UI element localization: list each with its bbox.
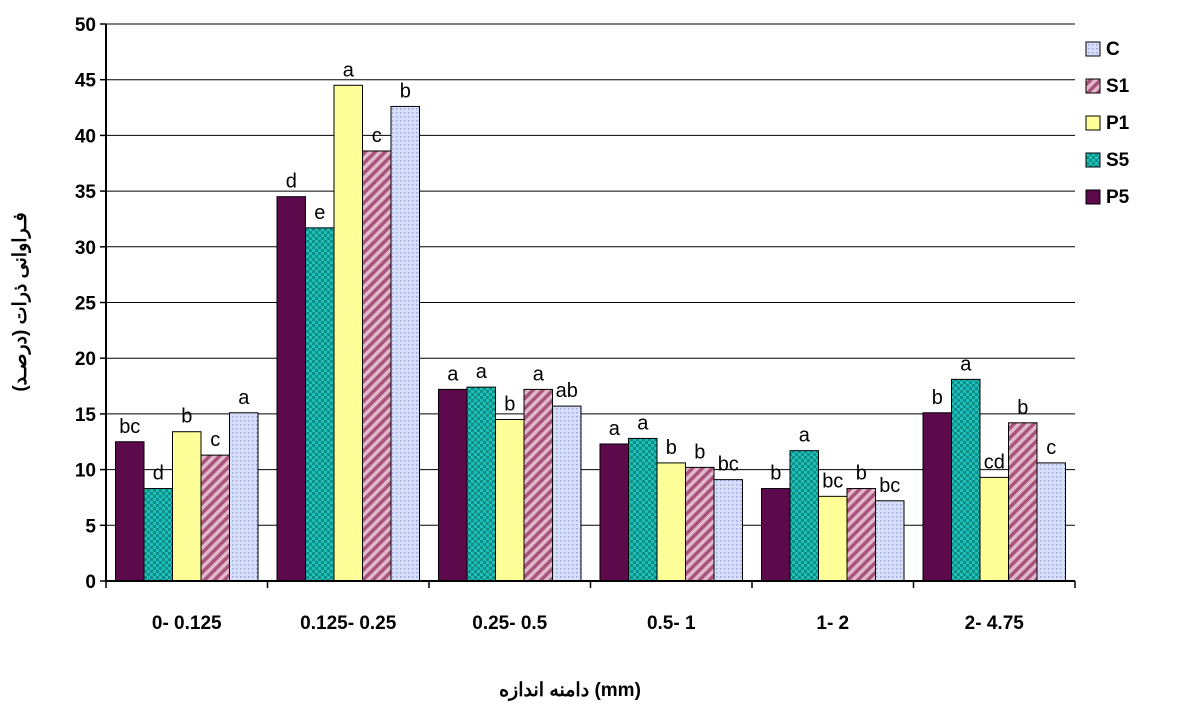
bar-s1 bbox=[1008, 422, 1038, 582]
y-tick-label: 35 bbox=[75, 182, 97, 203]
bar-significance-label: a bbox=[609, 418, 621, 440]
bar-significance-label: d bbox=[286, 171, 297, 193]
legend-label-c: C bbox=[1106, 39, 1120, 60]
bar-significance-label: bc bbox=[119, 416, 140, 438]
bar-significance-label: c bbox=[372, 125, 382, 147]
bar-significance-label: bc bbox=[879, 475, 900, 497]
bar-significance-label: c bbox=[210, 429, 220, 451]
bar-s5 bbox=[789, 450, 819, 582]
bar-c bbox=[1036, 462, 1066, 582]
bar-significance-label: bc bbox=[822, 470, 843, 492]
bar-significance-label: b bbox=[666, 437, 677, 459]
bar-significance-label: e bbox=[314, 202, 325, 224]
bar-significance-label: b bbox=[932, 387, 943, 409]
legend-label-s1: S1 bbox=[1106, 76, 1130, 97]
x-tick-label: 2- 4.75 bbox=[965, 613, 1025, 634]
bar-significance-label: a bbox=[447, 363, 459, 385]
y-tick-label: 40 bbox=[75, 126, 96, 147]
x-tick-label: 0.125- 0.25 bbox=[300, 613, 397, 634]
x-tick-label: 0.5- 1 bbox=[647, 613, 696, 634]
bar-significance-label: b bbox=[1017, 397, 1028, 419]
bar-p1 bbox=[818, 495, 848, 582]
y-tick-label: 15 bbox=[75, 405, 97, 426]
bar-significance-label: c bbox=[1046, 437, 1056, 459]
bar-s5 bbox=[951, 378, 981, 582]
y-tick-label: 30 bbox=[75, 238, 96, 259]
x-axis-title: دامنه اندازه (mm) bbox=[499, 680, 641, 701]
legend-label-s5: S5 bbox=[1106, 150, 1130, 171]
bar-significance-label: b bbox=[694, 441, 705, 463]
bar-p5 bbox=[599, 443, 629, 582]
bar-p1 bbox=[495, 418, 525, 582]
bar-c bbox=[552, 405, 582, 582]
bar-p5 bbox=[761, 488, 791, 582]
y-axis-title: فـراوانی ذرات (درصـد) bbox=[10, 212, 31, 391]
bar-p5 bbox=[276, 196, 306, 582]
bar-s5 bbox=[466, 386, 496, 582]
bar-s1 bbox=[200, 454, 230, 582]
bar-significance-label: a bbox=[343, 59, 355, 81]
bar-c bbox=[390, 105, 420, 582]
legend-label-p1: P1 bbox=[1106, 113, 1130, 134]
gridlines bbox=[106, 23, 1075, 526]
y-tick-label: 5 bbox=[85, 516, 96, 537]
bar-significance-label: b bbox=[856, 463, 867, 485]
bar-significance-label: ab bbox=[556, 380, 578, 402]
bar-p5 bbox=[115, 441, 145, 582]
bar-c bbox=[713, 479, 743, 582]
bar-p5 bbox=[922, 412, 952, 582]
bar-significance-label: cd bbox=[984, 451, 1005, 473]
y-tick-label: 25 bbox=[75, 294, 97, 315]
bar-s5 bbox=[143, 488, 173, 582]
bar-s5 bbox=[628, 437, 658, 582]
y-tick-label: 45 bbox=[75, 71, 97, 92]
bar-c bbox=[229, 412, 259, 582]
legend-swatch-p5 bbox=[1085, 189, 1101, 205]
bar-s1 bbox=[685, 466, 715, 582]
legend-swatch-s5 bbox=[1085, 152, 1101, 168]
bar-s5 bbox=[305, 227, 335, 582]
bar-significance-label: a bbox=[637, 412, 649, 434]
axes: 0 5 10 15 20 25 30 35 40 45 50 0- 0.125 0.125- 0.25 0… bbox=[75, 15, 1076, 634]
x-tick-label: 1- 2 bbox=[816, 613, 849, 634]
y-tick-label: 20 bbox=[75, 349, 96, 370]
bar-significance-label: a bbox=[799, 425, 811, 447]
bar-s1 bbox=[846, 488, 876, 582]
bar-significance-label: b bbox=[770, 463, 781, 485]
bar-significance-label: d bbox=[153, 463, 164, 485]
bar-p5 bbox=[438, 388, 468, 582]
bar-p1 bbox=[979, 476, 1009, 582]
bar-significance-label: b bbox=[400, 80, 411, 102]
y-tick-label: 0 bbox=[85, 572, 96, 593]
y-tick-label: 10 bbox=[75, 461, 96, 482]
bar-p1 bbox=[172, 431, 202, 582]
legend-label-p5: P5 bbox=[1106, 187, 1130, 208]
bar-s1 bbox=[362, 150, 392, 582]
bar-significance-label: a bbox=[533, 363, 545, 385]
legend: C S1 P1 S5 P5 bbox=[1085, 39, 1130, 208]
legend-swatch-s1 bbox=[1085, 78, 1101, 94]
legend-swatch-c bbox=[1085, 41, 1101, 57]
x-tick-label: 0.25- 0.5 bbox=[472, 613, 547, 634]
bar-significance-label: b bbox=[504, 393, 515, 415]
bar-significance-label: b bbox=[181, 406, 192, 428]
bar-p1 bbox=[333, 84, 363, 582]
legend-swatch-p1 bbox=[1085, 115, 1101, 131]
bar-c bbox=[875, 500, 905, 582]
bar-significance-label: bc bbox=[718, 454, 739, 476]
bar-significance-label: a bbox=[238, 387, 250, 409]
bar-significance-label: a bbox=[960, 353, 972, 375]
bar-significance-label: a bbox=[476, 361, 488, 383]
bar-p1 bbox=[656, 462, 686, 582]
bars bbox=[115, 84, 1066, 582]
bar-s1 bbox=[523, 388, 553, 582]
x-tick-label: 0- 0.125 bbox=[152, 613, 222, 634]
y-tick-label: 50 bbox=[75, 15, 96, 36]
